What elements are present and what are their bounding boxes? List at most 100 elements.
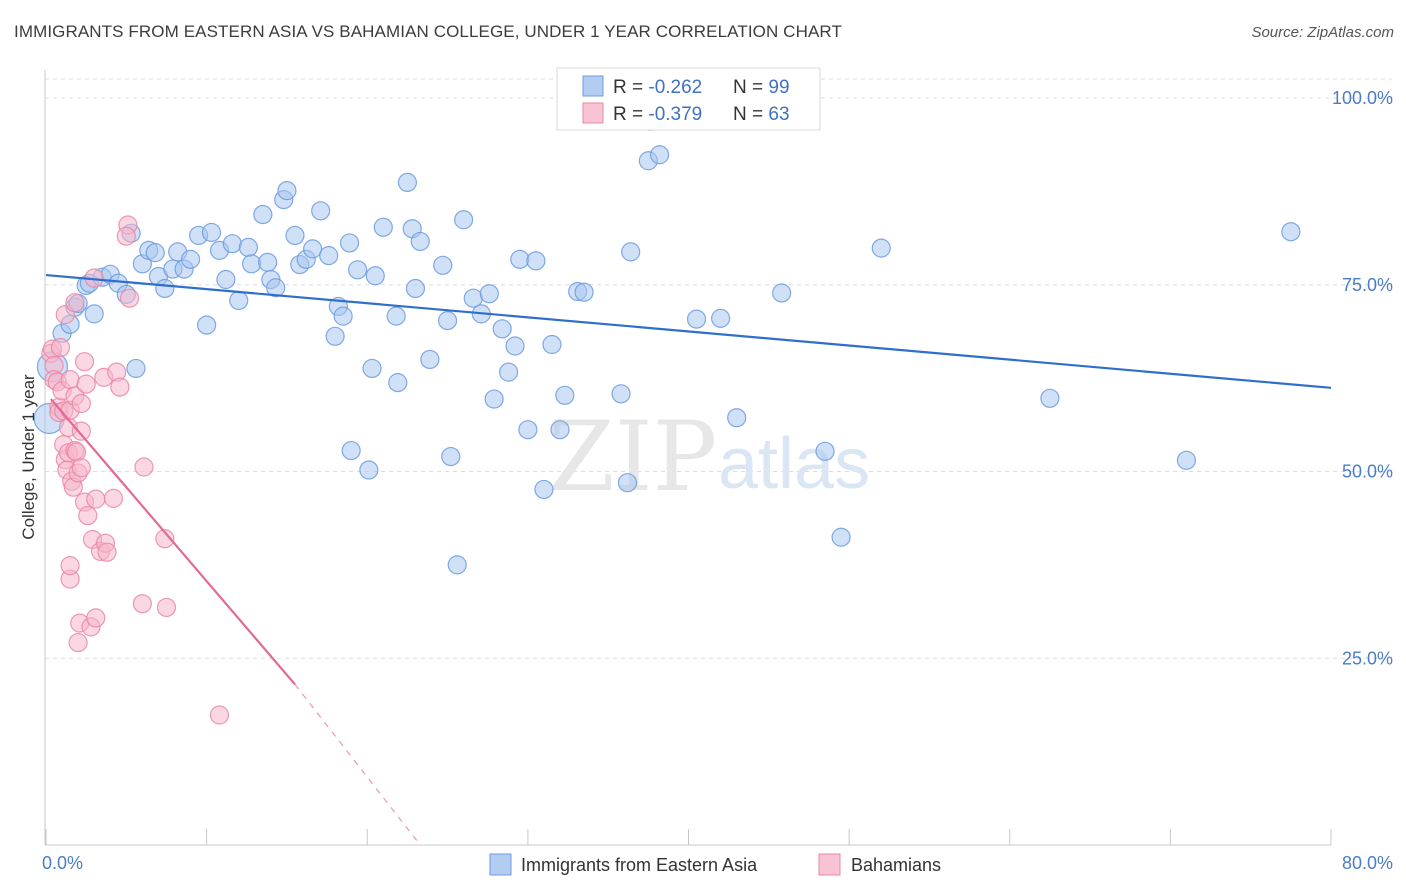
eastern-asia-point xyxy=(772,283,792,303)
eastern-asia-point xyxy=(180,249,201,269)
eastern-asia-point xyxy=(1281,222,1301,242)
eastern-asia-point xyxy=(542,334,562,355)
eastern-asia-point xyxy=(1040,388,1060,408)
series-legend: Immigrants from Eastern Asia Bahamians xyxy=(489,853,941,876)
eastern-asia-point xyxy=(555,385,575,405)
eastern-asia-point xyxy=(871,238,891,258)
eastern-asia-point xyxy=(815,441,835,461)
axes xyxy=(44,70,1332,846)
chart-title: IMMIGRANTS FROM EASTERN ASIA VS BAHAMIAN… xyxy=(14,22,842,41)
eastern-asia-point xyxy=(1176,450,1197,470)
legend-r-value-blue: -0.262 xyxy=(648,77,702,98)
eastern-asia-point xyxy=(454,210,474,230)
bahamians-point xyxy=(97,542,117,562)
bahamians-point xyxy=(76,374,96,394)
eastern-asia-point xyxy=(441,446,461,467)
eastern-asia-point xyxy=(649,145,670,165)
eastern-asia-point xyxy=(420,349,440,370)
eastern-asia-point xyxy=(397,172,418,193)
eastern-asia-point xyxy=(518,420,538,440)
legend-n-label-pink: N = xyxy=(733,104,768,125)
eastern-asia-point xyxy=(258,252,278,272)
eastern-asia-point xyxy=(574,282,594,302)
eastern-asia-point xyxy=(277,181,297,201)
y-tick-label: 25.0% xyxy=(1342,648,1393,668)
legend-r-value-pink: -0.379 xyxy=(648,104,702,125)
bahamians-point xyxy=(86,608,106,628)
eastern-asia-point xyxy=(242,254,262,274)
eastern-asia-point xyxy=(362,358,382,379)
legend-n-value-pink: 63 xyxy=(768,104,789,125)
eastern-asia-point xyxy=(388,373,408,393)
legend-label-bahamians: Bahamians xyxy=(851,855,941,875)
eastern-asia-point xyxy=(492,319,512,339)
trend-line-bahamians xyxy=(49,398,296,686)
eastern-asia-point xyxy=(319,246,339,266)
stats-legend: R = -0.262 N = 99 R = -0.379 N = 63 xyxy=(556,67,821,131)
bahamians-point xyxy=(116,226,136,246)
x-tick-label-min: 0.0% xyxy=(42,853,83,873)
eastern-asia-point xyxy=(197,315,217,335)
gridlines xyxy=(45,78,1392,659)
eastern-asia-point xyxy=(711,308,731,328)
bahamians-point xyxy=(156,597,177,618)
eastern-asia-point xyxy=(365,266,385,286)
bahamians-point xyxy=(78,505,98,526)
legend-r-label-pink: R = xyxy=(613,104,648,125)
eastern-asia-point xyxy=(333,306,353,326)
y-tick-label: 50.0% xyxy=(1342,462,1393,482)
bahamians-point xyxy=(68,632,88,653)
eastern-asia-point xyxy=(433,255,453,275)
bahamians-point xyxy=(209,705,230,725)
bahamians-point xyxy=(74,352,95,372)
eastern-asia-point xyxy=(686,309,707,329)
eastern-asia-point xyxy=(285,225,305,246)
eastern-asia-point xyxy=(216,269,236,290)
eastern-asia-point xyxy=(410,231,430,252)
eastern-asia-point xyxy=(126,358,146,379)
legend-label-eastern-asia: Immigrants from Eastern Asia xyxy=(521,855,758,875)
bahamians-point xyxy=(60,370,80,390)
y-tick-label: 75.0% xyxy=(1342,275,1393,295)
bahamians-point xyxy=(132,594,152,614)
eastern-asia-point xyxy=(484,389,504,409)
eastern-asia-point xyxy=(155,278,175,299)
trend-line-bahamians-extension xyxy=(294,684,421,846)
eastern-asia-point xyxy=(229,290,249,311)
eastern-asia-point xyxy=(303,239,323,259)
eastern-asia-point xyxy=(727,408,747,428)
eastern-asia-point xyxy=(348,260,368,280)
x-tick-label-max: 80.0% xyxy=(1342,853,1393,873)
eastern-asia-point xyxy=(238,237,258,257)
eastern-asia-point xyxy=(325,326,345,346)
y-tick-label: 100.0% xyxy=(1332,88,1393,108)
eastern-asia-point xyxy=(266,278,286,298)
bahamians-point xyxy=(155,529,175,549)
bahamians-point xyxy=(103,488,124,508)
eastern-asia-point xyxy=(311,201,331,221)
eastern-asia-point xyxy=(499,362,519,382)
eastern-asia-point xyxy=(550,420,570,440)
bahamians-point xyxy=(119,288,140,308)
y-axis-label: College, Under 1 year xyxy=(19,374,38,540)
legend-r-label-blue: R = xyxy=(613,77,648,98)
eastern-asia-point xyxy=(145,243,165,263)
eastern-asia-point xyxy=(437,311,458,331)
eastern-asia-point xyxy=(479,284,499,304)
bahamians-point xyxy=(71,393,91,414)
eastern-asia-point xyxy=(617,473,638,493)
eastern-asia-point xyxy=(222,234,242,254)
data-points xyxy=(33,111,1301,725)
bahamians-point xyxy=(65,293,85,313)
trend-line-eastern-asia xyxy=(45,273,1332,389)
eastern-asia-point xyxy=(405,278,426,299)
eastern-asia-point xyxy=(447,555,467,575)
eastern-asia-point xyxy=(339,233,360,253)
watermark-atlas: atlas xyxy=(718,424,870,504)
eastern-asia-point xyxy=(534,479,554,500)
legend-marker-bahamians xyxy=(818,853,841,876)
bahamians-point xyxy=(134,457,154,477)
eastern-asia-point xyxy=(201,222,222,243)
source-credit: Source: ZipAtlas.com xyxy=(1251,24,1394,41)
eastern-asia-point xyxy=(373,217,393,237)
